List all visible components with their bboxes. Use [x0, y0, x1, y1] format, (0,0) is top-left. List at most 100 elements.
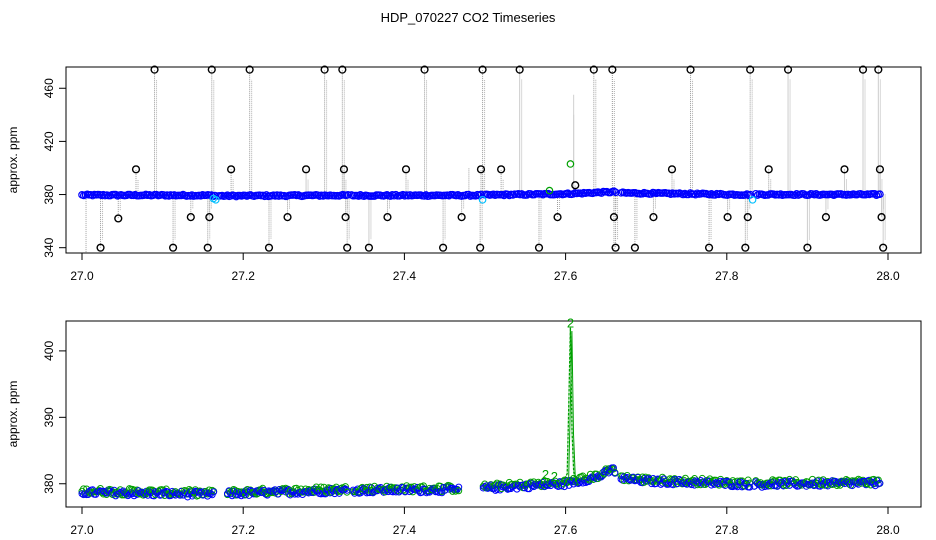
data-point — [210, 488, 218, 496]
top-x-tick-label: 27.4 — [393, 269, 417, 283]
top-y-tick-label: 380 — [42, 184, 56, 204]
outlier-point — [341, 213, 350, 222]
outlier-point — [746, 65, 755, 74]
bottom-y-axis-label: approx. ppm — [6, 381, 20, 448]
green-point — [204, 490, 212, 498]
data-point — [471, 192, 480, 200]
data-point — [435, 488, 443, 496]
outlier-point — [649, 213, 658, 222]
bottom-y-tick-label: 390 — [42, 407, 56, 427]
outlier-point — [420, 65, 429, 74]
data-point — [464, 190, 473, 199]
data-point — [805, 191, 813, 199]
outlier-point — [457, 213, 466, 222]
data-point — [422, 191, 430, 199]
outlier-point — [264, 243, 274, 252]
outlier-point — [803, 243, 812, 252]
bottom-x-tick-label: 28.0 — [876, 523, 900, 537]
top-panel: approx. ppm 27.0 27.2 27.4 27.6 27.8 28.0 340 3… — [6, 65, 922, 283]
outlier-point — [741, 243, 750, 252]
outlier-point — [205, 213, 214, 222]
outlier-point — [723, 213, 732, 222]
green-point — [420, 482, 428, 490]
figure-title: HDP_070227 CO2 Timeseries — [381, 10, 556, 25]
outlier-point — [438, 243, 448, 252]
outlier-point — [609, 213, 619, 222]
data-point — [876, 190, 884, 199]
data-point — [477, 190, 485, 199]
top-marks — [78, 65, 888, 253]
data-point — [493, 485, 501, 493]
data-point — [870, 190, 879, 198]
data-point — [491, 486, 499, 494]
outlier-point — [476, 165, 486, 174]
outlier-point — [338, 65, 347, 74]
outlier-point — [207, 65, 216, 74]
bottom-panel: approx. ppm 27.0 27.2 27.4 27.6 27.8 28.0 380 3… — [6, 315, 922, 537]
outlier-point — [227, 165, 236, 174]
outlier-point — [476, 243, 485, 252]
green-point — [121, 491, 129, 499]
data-point — [611, 188, 620, 197]
data-point — [597, 189, 606, 197]
top-x-tick-label: 27.2 — [232, 269, 256, 283]
bottom-axes: 27.0 27.2 27.4 27.6 27.8 28.0 380 390 400 — [42, 341, 900, 537]
bottom-x-tick-label: 27.2 — [232, 523, 256, 537]
data-point — [691, 190, 700, 199]
outlier-point — [875, 165, 885, 174]
outlier-point — [401, 165, 411, 174]
outlier-point — [534, 243, 544, 252]
data-point — [392, 488, 400, 496]
outlier-point — [858, 65, 868, 74]
outlier-point — [114, 214, 123, 223]
data-point — [88, 191, 97, 200]
bottom-x-tick-label: 27.6 — [554, 523, 578, 537]
outlier-point — [611, 243, 620, 252]
bottom-x-tick-label: 27.8 — [715, 523, 739, 537]
data-point — [111, 190, 120, 199]
outlier-point — [877, 213, 886, 222]
outlier-point — [515, 65, 524, 74]
outlier-point — [608, 65, 617, 74]
data-point — [876, 479, 884, 487]
point-label: 2 — [542, 467, 549, 482]
outlier-point — [821, 213, 831, 222]
outlier-point — [203, 243, 212, 252]
top-x-tick-label: 27.0 — [70, 269, 94, 283]
cyan-point — [748, 196, 757, 204]
data-point — [223, 191, 232, 199]
bottom-y-tick-label: 400 — [42, 341, 56, 361]
top-x-tick-label: 27.8 — [715, 269, 739, 283]
outlier-point — [339, 165, 349, 174]
green-point — [566, 160, 575, 168]
top-x-tick-label: 28.0 — [876, 269, 900, 283]
outlier-point — [283, 213, 292, 222]
data-point — [260, 192, 269, 201]
data-point — [746, 483, 754, 491]
green-point — [317, 483, 325, 491]
outlier-point — [245, 65, 254, 74]
outlier-point — [783, 65, 793, 74]
outlier-point — [589, 65, 598, 74]
data-point — [386, 192, 395, 200]
outlier-point — [879, 243, 888, 252]
outlier-point — [168, 243, 178, 252]
bottom-marks: 2 22 — [78, 315, 884, 501]
outlier-point — [630, 243, 640, 252]
outlier-point — [320, 65, 329, 74]
bottom-x-tick-label: 27.0 — [70, 523, 94, 537]
top-y-tick-label: 460 — [42, 78, 56, 98]
outlier-point — [383, 213, 392, 222]
data-point — [578, 190, 586, 198]
green-point — [870, 475, 878, 483]
bottom-y-tick-label: 380 — [42, 473, 56, 493]
outlier-point — [840, 165, 849, 174]
outlier-point — [874, 65, 883, 74]
bottom-plot-frame — [65, 320, 922, 508]
outlier-point — [186, 213, 195, 222]
data-point — [684, 190, 693, 199]
top-y-tick-label: 420 — [42, 131, 56, 151]
data-point — [503, 190, 512, 199]
outlier-point — [553, 213, 562, 222]
data-point — [523, 191, 531, 199]
